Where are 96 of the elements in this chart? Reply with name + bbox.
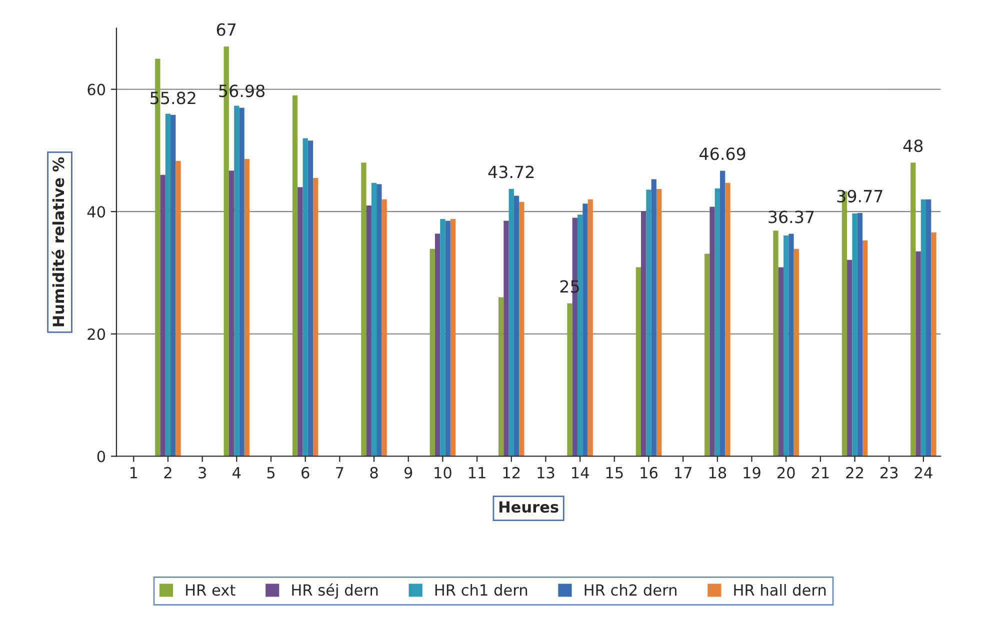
bar xyxy=(308,140,314,456)
bar xyxy=(582,204,588,456)
data-label: 36.37 xyxy=(768,210,814,224)
x-tick-label: 15 xyxy=(606,467,623,478)
data-label: 48 xyxy=(903,140,923,152)
x-tick-label: 22 xyxy=(846,466,863,478)
bar xyxy=(656,188,662,456)
bar xyxy=(450,218,456,456)
bar xyxy=(504,220,509,456)
bar xyxy=(361,162,366,456)
bar xyxy=(651,179,656,456)
x-tick-label: 13 xyxy=(538,466,554,478)
bar xyxy=(773,230,778,456)
bar xyxy=(371,182,377,456)
x-tick-label: 4 xyxy=(232,467,241,478)
bar xyxy=(298,187,303,456)
x-tick-label: 20 xyxy=(777,466,795,478)
bar xyxy=(434,234,440,456)
y-tick-label: 20 xyxy=(88,328,106,340)
x-tick-label: 23 xyxy=(880,466,898,478)
x-tick-label: 10 xyxy=(434,466,452,478)
x-tick-label: 24 xyxy=(914,466,932,478)
bar xyxy=(376,184,382,456)
bar xyxy=(916,251,921,456)
bar xyxy=(847,260,852,456)
x-tick-label: 11 xyxy=(468,467,486,478)
bar xyxy=(170,114,176,456)
bar xyxy=(382,199,387,456)
bar xyxy=(514,196,520,456)
bar xyxy=(567,303,572,456)
bar xyxy=(784,235,789,456)
y-tick-label: 0 xyxy=(97,450,106,462)
bar xyxy=(430,248,435,456)
bar xyxy=(519,202,524,456)
x-tick-label: 9 xyxy=(404,466,412,478)
x-tick-label: 18 xyxy=(709,466,726,478)
bar xyxy=(852,213,858,456)
bar xyxy=(710,206,715,456)
bar xyxy=(228,170,234,456)
bar xyxy=(636,267,641,456)
bar xyxy=(714,188,720,456)
bar xyxy=(313,178,318,456)
data-label: 43.72 xyxy=(488,166,534,178)
bar xyxy=(931,232,936,456)
bar xyxy=(857,213,862,456)
bar xyxy=(725,182,730,456)
data-label: 67 xyxy=(216,23,236,36)
bar xyxy=(862,240,868,456)
bar xyxy=(160,174,166,456)
x-tick-label: 16 xyxy=(640,466,658,478)
bar xyxy=(244,159,250,456)
bar xyxy=(292,95,298,456)
x-tick-label: 19 xyxy=(744,466,760,478)
bar xyxy=(588,199,593,456)
x-tick-label: 21 xyxy=(812,466,829,478)
bar xyxy=(704,254,710,456)
x-tick-label: 3 xyxy=(198,466,206,478)
x-tick-label: 1 xyxy=(130,467,138,478)
x-tick-label: 6 xyxy=(302,466,310,478)
bar xyxy=(778,267,784,456)
bar xyxy=(176,160,181,456)
bar xyxy=(234,106,240,456)
bar xyxy=(794,248,799,456)
bar xyxy=(910,162,916,456)
bar xyxy=(920,199,926,456)
bar xyxy=(440,218,446,456)
bar xyxy=(577,214,583,456)
y-tick-label: 60 xyxy=(88,84,106,96)
legend-label: HR ch2 dern xyxy=(584,584,676,596)
bar xyxy=(498,297,504,456)
bar xyxy=(508,188,514,456)
y-axis-title: Humidité relative % xyxy=(52,157,64,326)
data-label: 46.69 xyxy=(700,148,746,160)
x-tick-label: 17 xyxy=(675,467,692,478)
bar xyxy=(445,220,450,456)
x-tick-label: 8 xyxy=(370,466,378,478)
bar xyxy=(720,170,726,456)
legend-label: HR ch1 dern xyxy=(435,584,528,596)
x-tick-label: 2 xyxy=(164,466,172,478)
x-tick-label: 5 xyxy=(267,467,275,478)
legend-label: HR séj dern xyxy=(292,583,378,599)
bar xyxy=(641,210,646,456)
x-axis-title: Heures xyxy=(499,501,558,513)
bar xyxy=(926,199,932,456)
bar xyxy=(788,234,794,456)
x-tick-label: 12 xyxy=(503,466,520,478)
legend-label: HR hall dern xyxy=(734,584,826,596)
x-tick-label: 14 xyxy=(572,467,589,478)
x-tick-label: 7 xyxy=(336,467,344,478)
bar xyxy=(239,108,244,456)
bar xyxy=(646,190,652,456)
bar xyxy=(165,114,171,456)
bar xyxy=(366,205,372,456)
legend-label: HR ext xyxy=(186,584,236,596)
y-tick-label: 40 xyxy=(87,206,106,218)
bar xyxy=(302,138,308,456)
